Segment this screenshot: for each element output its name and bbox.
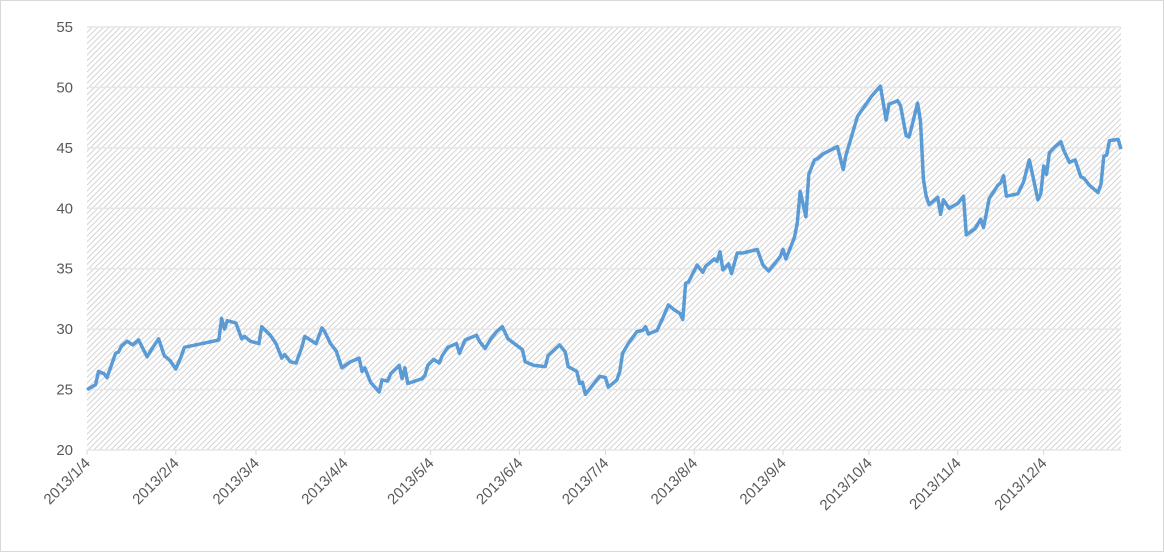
y-tick-label: 20 [56,442,73,459]
y-tick-label: 25 [56,382,73,399]
y-tick-label: 50 [56,79,73,96]
plot-area [87,27,1121,450]
y-tick-label: 30 [56,321,73,338]
y-tick-label: 35 [56,261,73,278]
y-tick-label: 40 [56,200,73,217]
y-tick-label: 45 [56,140,73,157]
line-series [86,84,1123,397]
y-tick-label: 55 [56,19,73,36]
